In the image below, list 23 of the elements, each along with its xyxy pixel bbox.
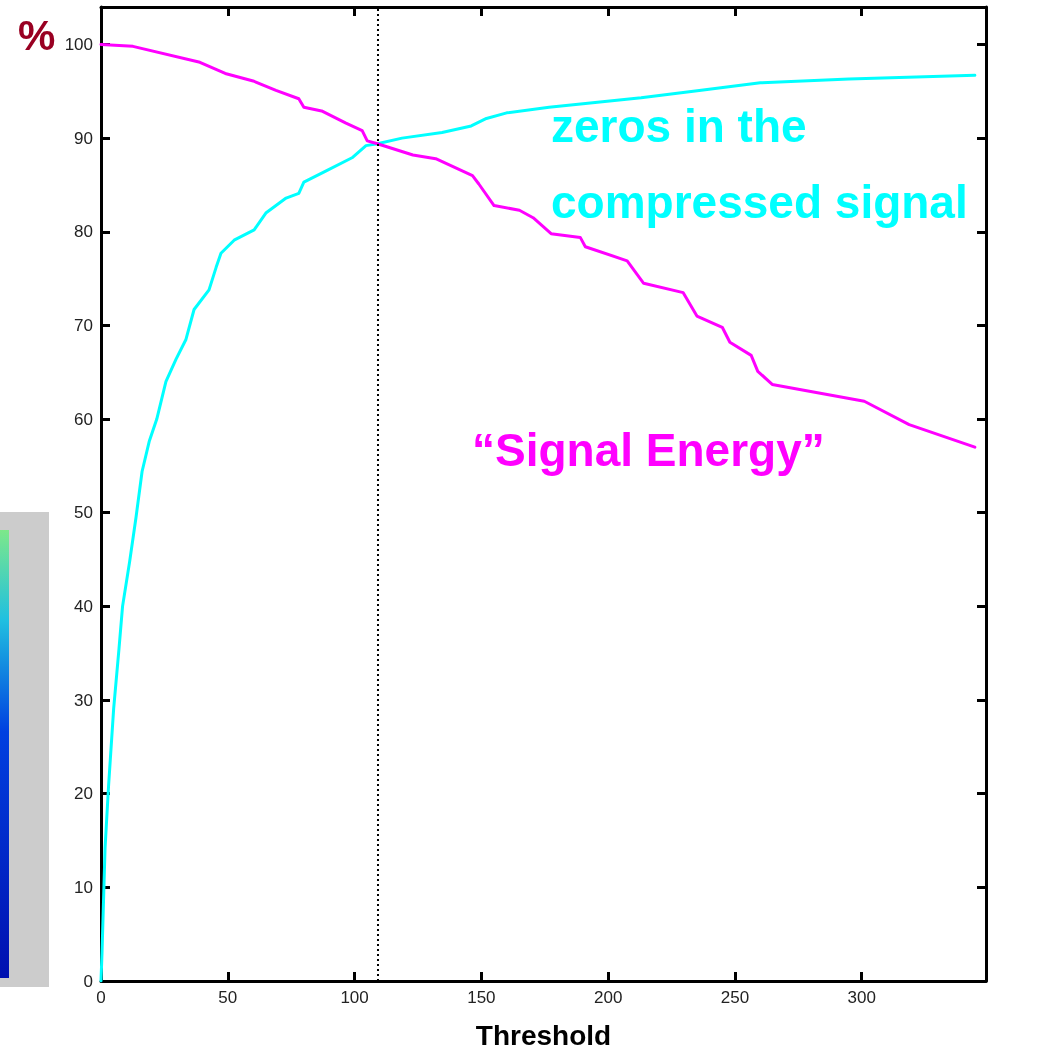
y-tick-label: 50: [74, 503, 93, 523]
y-tick-label: 90: [74, 128, 93, 148]
y-tick-label: 30: [74, 690, 93, 710]
y-axis-title: %: [18, 11, 56, 59]
x-tick-label: 100: [340, 988, 369, 1007]
x-axis-title: Threshold: [475, 1019, 612, 1051]
x-tick-label: 300: [847, 988, 876, 1007]
x-tick-label: 250: [720, 988, 750, 1007]
y-tick-label: 70: [74, 315, 93, 335]
x-tick-label: 150: [467, 988, 496, 1007]
y-tick-label: 0: [83, 971, 93, 991]
y-tick-label: 40: [74, 596, 93, 616]
y-tick-label: 20: [74, 784, 93, 804]
y-tick-label: 10: [74, 877, 93, 897]
x-tick-label: 50: [218, 988, 238, 1007]
series-label: “Signal Energy”: [472, 424, 825, 476]
y-tick-label: 80: [74, 222, 93, 242]
series-label: zeros in the compressed signal: [551, 100, 968, 228]
y-tick-label: 60: [74, 409, 93, 429]
line-series: [99, 73, 977, 983]
x-tick-label: 0: [96, 988, 106, 1007]
x-tick-label: 200: [593, 988, 623, 1007]
y-tick-label: 100: [64, 34, 93, 54]
